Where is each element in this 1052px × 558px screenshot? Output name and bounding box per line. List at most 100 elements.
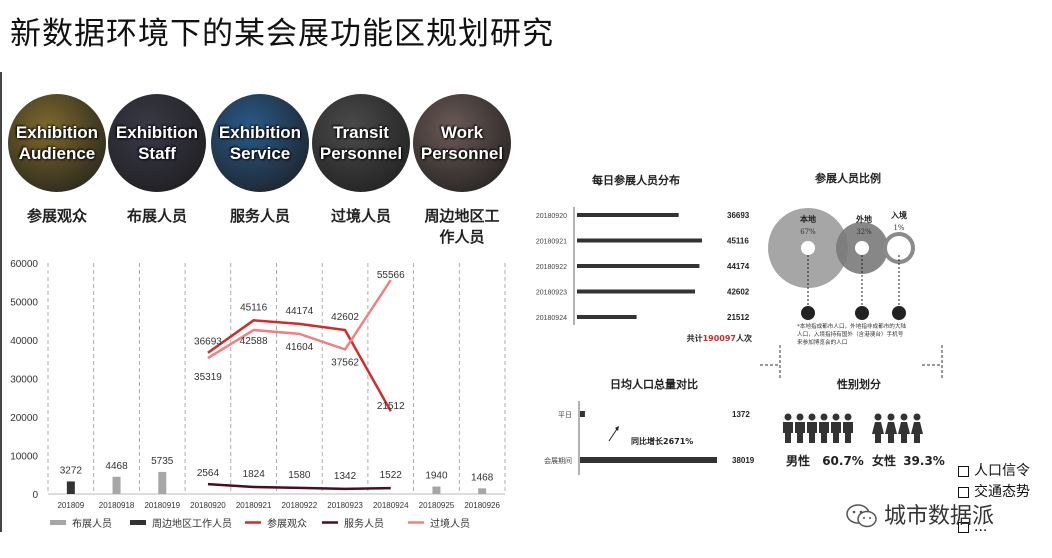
x-tick-label: 20180925 bbox=[419, 501, 455, 510]
circle-caption-line2: Personnel bbox=[319, 144, 403, 163]
data-label: 1580 bbox=[288, 470, 311, 481]
daily-value: 44174 bbox=[727, 262, 750, 271]
local-center bbox=[801, 241, 815, 255]
page-title: 新数据环境下的某会展功能区规划研究 bbox=[10, 16, 554, 52]
legend-swatch bbox=[130, 520, 146, 525]
data-label: 3272 bbox=[60, 465, 83, 476]
x-tick-label: 20180923 bbox=[327, 501, 363, 510]
bar-布展人员 bbox=[478, 488, 487, 494]
bullet-item: ... bbox=[958, 519, 987, 535]
daily-chart-title: 每日参展人员分布 bbox=[592, 174, 680, 187]
circle-caption-line2: Service bbox=[229, 144, 291, 163]
gender-title: 性别划分 bbox=[837, 378, 881, 391]
gender-icons bbox=[783, 413, 923, 443]
ratio-dot bbox=[855, 306, 869, 320]
dashed-connectors bbox=[760, 345, 943, 378]
personnel-photo-circle: Exhibition Audience bbox=[8, 94, 106, 192]
ratio-note-line: 来参加博览会的人口 bbox=[797, 338, 847, 346]
personnel-photo-circle: Exhibition Staff bbox=[108, 94, 206, 192]
daily-bar bbox=[577, 213, 679, 217]
y-tick-label: 60000 bbox=[10, 259, 38, 270]
female-person-icon bbox=[911, 413, 923, 443]
ratio-note-line: *本地指成都市人口，外地指非成都市的大陆 bbox=[797, 322, 906, 330]
line-过境人员 bbox=[207, 279, 392, 360]
legend-label: 服务人员 bbox=[344, 517, 384, 530]
y-tick-label: 40000 bbox=[10, 336, 38, 347]
checkbox-icon bbox=[958, 486, 969, 498]
data-label: 21512 bbox=[377, 401, 405, 412]
ratio-pct: 32% bbox=[856, 228, 872, 236]
female-pct: 39.3% bbox=[903, 454, 945, 468]
line-参展观众 bbox=[207, 319, 392, 412]
data-label: 55566 bbox=[377, 270, 405, 281]
daily-total: 共计190097人次 bbox=[687, 333, 752, 343]
personnel-label-line2: 作人员 bbox=[439, 228, 485, 246]
x-tick-label: 201809 bbox=[57, 501, 84, 510]
x-tick-label: 20180919 bbox=[144, 501, 180, 510]
checkbox-icon bbox=[958, 521, 969, 533]
circle-caption: Transit Personnel bbox=[320, 122, 402, 164]
data-label: 1940 bbox=[425, 471, 448, 482]
personnel-photo-circle: Exhibition Service bbox=[211, 94, 309, 192]
daily-value: 42602 bbox=[727, 288, 750, 297]
circle-caption-line1: Exhibition bbox=[218, 123, 302, 142]
y-tick-label: 30000 bbox=[10, 375, 38, 386]
data-label: 1342 bbox=[334, 471, 357, 482]
entry-center bbox=[895, 244, 903, 252]
bar-布展人员 bbox=[112, 476, 121, 494]
out-center bbox=[855, 241, 869, 255]
ratio-note-line: 人口，入境指持有国外（含港澳台）手机号 bbox=[797, 330, 904, 338]
checkbox-icon bbox=[958, 465, 969, 477]
ratio-dot bbox=[801, 306, 815, 320]
data-label: 45116 bbox=[240, 302, 268, 313]
circle-caption-line1: Exhibition bbox=[15, 123, 99, 142]
total-suffix: 人次 bbox=[736, 333, 752, 343]
compare-bar-chart: 平日 1372 会展期间 38019 同比增长2671% bbox=[544, 401, 755, 475]
category-label: 20180923 bbox=[536, 290, 567, 297]
ratio-pct: 67% bbox=[800, 228, 816, 236]
daily-bar bbox=[577, 289, 696, 294]
circle-caption: Exhibition Service bbox=[219, 122, 301, 164]
male-person-icon bbox=[795, 413, 805, 443]
male-person-icon bbox=[843, 413, 853, 443]
category-label: 20180920 bbox=[536, 213, 567, 220]
data-label: 44174 bbox=[285, 306, 313, 317]
personnel-label-line1: 周边地区工 bbox=[424, 207, 500, 225]
daily-value: 45116 bbox=[727, 237, 749, 246]
category-label: 平日 bbox=[558, 411, 572, 419]
bullet-item: 交通态势 bbox=[958, 481, 1030, 501]
male-person-icon bbox=[807, 413, 817, 443]
x-tick-label: 20180924 bbox=[373, 501, 409, 510]
category-label: 20180924 bbox=[536, 315, 567, 322]
category-label: 20180922 bbox=[536, 264, 567, 271]
data-label: 41604 bbox=[285, 342, 313, 353]
legend-label: 过境人员 bbox=[430, 517, 470, 530]
x-tick-label: 20180920 bbox=[190, 501, 226, 510]
circle-caption-line2: Personnel bbox=[420, 144, 504, 163]
personnel-label: 过境人员 bbox=[330, 207, 391, 225]
male-person-icon bbox=[819, 413, 829, 443]
growth-text: 同比增长2671% bbox=[631, 436, 693, 446]
bar-布展人员 bbox=[432, 486, 441, 494]
personnel-label: 参展观众 bbox=[26, 207, 87, 225]
circle-caption-line1: Exhibition bbox=[115, 123, 199, 142]
ratio-label: 外地 bbox=[856, 214, 872, 224]
data-label: 35319 bbox=[194, 372, 222, 383]
female-person-icon bbox=[872, 413, 884, 443]
compare-value: 38019 bbox=[732, 456, 755, 465]
data-label: 1468 bbox=[471, 472, 494, 483]
total-value: 190097 bbox=[703, 334, 736, 343]
ratio-label: 入境 bbox=[890, 210, 907, 220]
wechat-icon bbox=[846, 504, 877, 528]
male-label: 男性 bbox=[786, 454, 811, 468]
male-person-icon bbox=[831, 413, 841, 443]
watermark-text: 城市数据派 bbox=[884, 504, 995, 529]
circle-caption-line2: Audience bbox=[18, 144, 96, 163]
daily-bar bbox=[577, 315, 637, 319]
category-label: 会展期间 bbox=[544, 456, 572, 465]
data-label: 1522 bbox=[380, 470, 403, 481]
compare-value: 1372 bbox=[732, 410, 750, 419]
growth-arrow bbox=[608, 428, 618, 442]
daily-value: 36693 bbox=[727, 211, 750, 220]
